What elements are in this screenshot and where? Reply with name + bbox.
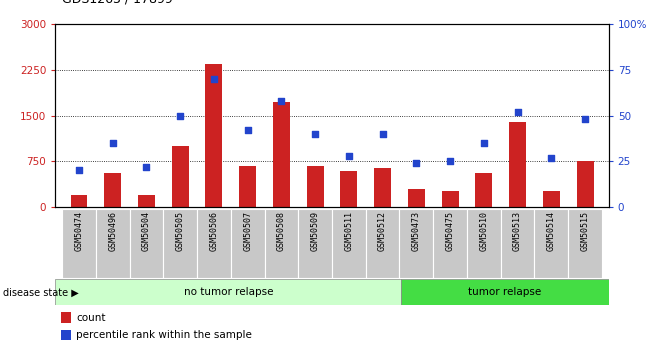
- Bar: [55, 279, 401, 305]
- Bar: [163, 209, 197, 278]
- Bar: [197, 209, 231, 278]
- Bar: [509, 122, 526, 207]
- Bar: [61, 312, 71, 323]
- Point: [411, 160, 422, 166]
- Bar: [400, 209, 433, 278]
- Text: tumor relapse: tumor relapse: [468, 287, 542, 297]
- Bar: [543, 190, 560, 207]
- Bar: [332, 209, 366, 278]
- Bar: [408, 189, 425, 207]
- Bar: [130, 209, 163, 278]
- Bar: [366, 209, 400, 278]
- Point: [445, 159, 455, 164]
- Bar: [501, 209, 534, 278]
- Bar: [104, 174, 121, 207]
- Bar: [172, 146, 189, 207]
- Point: [512, 109, 523, 115]
- Bar: [441, 191, 458, 207]
- Text: GSM50514: GSM50514: [547, 211, 556, 251]
- Point: [310, 131, 320, 137]
- Point: [242, 127, 253, 133]
- Bar: [577, 161, 594, 207]
- Text: no tumor relapse: no tumor relapse: [184, 287, 273, 297]
- Text: GSM50511: GSM50511: [344, 211, 353, 251]
- Bar: [264, 209, 298, 278]
- Bar: [374, 168, 391, 207]
- Text: GDS1263 / 17899: GDS1263 / 17899: [62, 0, 173, 5]
- Text: GSM50508: GSM50508: [277, 211, 286, 251]
- Text: count: count: [76, 313, 106, 323]
- Bar: [231, 209, 264, 278]
- Bar: [70, 195, 87, 207]
- Text: GSM50496: GSM50496: [108, 211, 117, 251]
- Text: disease state ▶: disease state ▶: [3, 287, 79, 297]
- Bar: [273, 102, 290, 207]
- Point: [276, 98, 286, 104]
- Bar: [401, 279, 609, 305]
- Point: [209, 76, 219, 82]
- Bar: [206, 64, 223, 207]
- Bar: [307, 166, 324, 207]
- Point: [107, 140, 118, 146]
- Point: [580, 117, 590, 122]
- Bar: [239, 166, 256, 207]
- Point: [344, 153, 354, 159]
- Bar: [475, 173, 492, 207]
- Text: GSM50506: GSM50506: [210, 211, 219, 251]
- Bar: [340, 171, 357, 207]
- Bar: [96, 209, 130, 278]
- Text: GSM50510: GSM50510: [479, 211, 488, 251]
- Text: GSM50512: GSM50512: [378, 211, 387, 251]
- Text: percentile rank within the sample: percentile rank within the sample: [76, 330, 252, 340]
- Text: GSM50515: GSM50515: [581, 211, 590, 251]
- Text: GSM50474: GSM50474: [74, 211, 83, 251]
- Point: [478, 140, 489, 146]
- Text: GSM50505: GSM50505: [176, 211, 185, 251]
- Point: [74, 168, 84, 173]
- Bar: [61, 330, 71, 341]
- Point: [378, 131, 388, 137]
- Text: GSM50507: GSM50507: [243, 211, 252, 251]
- Bar: [298, 209, 332, 278]
- Point: [141, 164, 152, 169]
- Text: GSM50509: GSM50509: [311, 211, 320, 251]
- Bar: [568, 209, 602, 278]
- Text: GSM50473: GSM50473: [412, 211, 421, 251]
- Bar: [467, 209, 501, 278]
- Point: [175, 113, 186, 118]
- Bar: [534, 209, 568, 278]
- Bar: [433, 209, 467, 278]
- Text: GSM50475: GSM50475: [445, 211, 454, 251]
- Bar: [138, 195, 155, 207]
- Text: GSM50513: GSM50513: [513, 211, 522, 251]
- Bar: [62, 209, 96, 278]
- Point: [546, 155, 557, 160]
- Text: GSM50504: GSM50504: [142, 211, 151, 251]
